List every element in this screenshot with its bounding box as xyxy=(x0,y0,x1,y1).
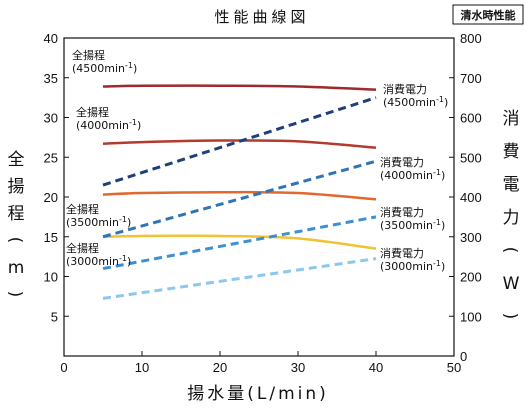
series-labels: 全揚程(4500min-1)全揚程(4000min-1)全揚程(3500min-… xyxy=(66,48,448,273)
axis-label-char: 全 xyxy=(8,150,25,170)
left-tick-label: 35 xyxy=(44,71,58,86)
right-tick-label: 400 xyxy=(460,190,482,205)
series-label-name: 消費電力 xyxy=(380,155,424,169)
series-label-speed: (3500min-1) xyxy=(66,215,131,229)
right-tick-label: 800 xyxy=(460,31,482,46)
series-label-speed: (4000min-1) xyxy=(76,118,141,132)
left-tick-label: 5 xyxy=(51,309,58,324)
axis-label-char: W xyxy=(503,274,520,294)
clean-water-badge: 清水時性能 xyxy=(461,8,516,22)
power-line-6 xyxy=(102,215,377,271)
right-axis-label: 消費電力 ( W) xyxy=(500,109,520,319)
axis-label-char: 揚 xyxy=(8,177,25,197)
head-curve-2 xyxy=(102,190,377,201)
axis-label-char: ) xyxy=(500,313,520,320)
axis-label-char: 費 xyxy=(503,142,520,162)
series-label-speed: (4000min-1) xyxy=(380,168,445,182)
power-line-7 xyxy=(102,257,377,300)
series-label-name: 全揚程 xyxy=(66,202,99,216)
series-label-name: 消費電力 xyxy=(380,205,424,219)
axis-label-char: 電 xyxy=(503,175,520,195)
power-line-4 xyxy=(102,96,377,187)
axis-label-char: 消 xyxy=(503,109,520,129)
chart-title: 性能曲線図 xyxy=(214,8,309,26)
x-axis-ticks: 0 10 20 30 40 50 xyxy=(60,351,461,375)
power-line-5 xyxy=(102,159,377,239)
series-label-speed: (4500min-1) xyxy=(72,61,137,75)
x-tick-label: 20 xyxy=(213,360,227,375)
left-tick-label: 30 xyxy=(44,111,58,126)
x-tick-label: 0 xyxy=(60,360,67,375)
series-label-speed: (3000min-1) xyxy=(66,254,131,268)
left-tick-label: 15 xyxy=(44,230,58,245)
series-label-speed: (4500min-1) xyxy=(383,95,448,109)
series-label-name: 全揚程 xyxy=(72,48,105,62)
head-curve-1 xyxy=(102,139,377,149)
right-tick-label: 0 xyxy=(460,349,467,364)
x-tick-label: 40 xyxy=(369,360,383,375)
x-tick-label: 50 xyxy=(447,360,461,375)
axis-label-char: ) xyxy=(5,291,25,298)
series-label-name: 消費電力 xyxy=(380,246,424,260)
left-tick-label: 10 xyxy=(44,270,58,285)
series-label-name: 全揚程 xyxy=(76,105,109,119)
right-axis-ticks: 0 100 200 300 400 500 600 700 800 xyxy=(449,31,482,364)
axis-label-char: m xyxy=(8,258,25,278)
right-tick-label: 200 xyxy=(460,270,482,285)
axis-label-char: 力 xyxy=(503,208,520,228)
right-tick-label: 500 xyxy=(460,150,482,165)
right-tick-label: 600 xyxy=(460,111,482,126)
left-axis-ticks: 5 10 15 20 25 30 35 40 xyxy=(44,31,69,324)
badge-frame xyxy=(452,4,524,25)
plot-area xyxy=(63,37,455,357)
x-tick-label: 30 xyxy=(291,360,305,375)
series-label-speed: (3000min-1) xyxy=(380,259,445,273)
left-tick-label: 40 xyxy=(44,31,58,46)
series-label-name: 全揚程 xyxy=(66,241,99,255)
left-axis-label: 全揚程 ( m) xyxy=(5,150,25,297)
x-tick-label: 10 xyxy=(135,360,149,375)
series-label-name: 消費電力 xyxy=(383,82,427,96)
axis-label-char: ( xyxy=(5,237,25,244)
right-tick-label: 700 xyxy=(460,71,482,86)
left-tick-label: 25 xyxy=(44,150,58,165)
head-curve-3 xyxy=(102,234,377,250)
right-tick-label: 100 xyxy=(460,309,482,324)
axis-label-char: 程 xyxy=(8,204,25,224)
series-layer xyxy=(102,84,377,300)
head-curve-0 xyxy=(102,84,377,91)
left-tick-label: 20 xyxy=(44,190,58,205)
right-tick-label: 300 xyxy=(460,230,482,245)
series-label-speed: (3500min-1) xyxy=(380,218,445,232)
axis-label-char: ( xyxy=(500,247,520,254)
x-axis-label: 揚水量(L/min) xyxy=(187,384,329,404)
